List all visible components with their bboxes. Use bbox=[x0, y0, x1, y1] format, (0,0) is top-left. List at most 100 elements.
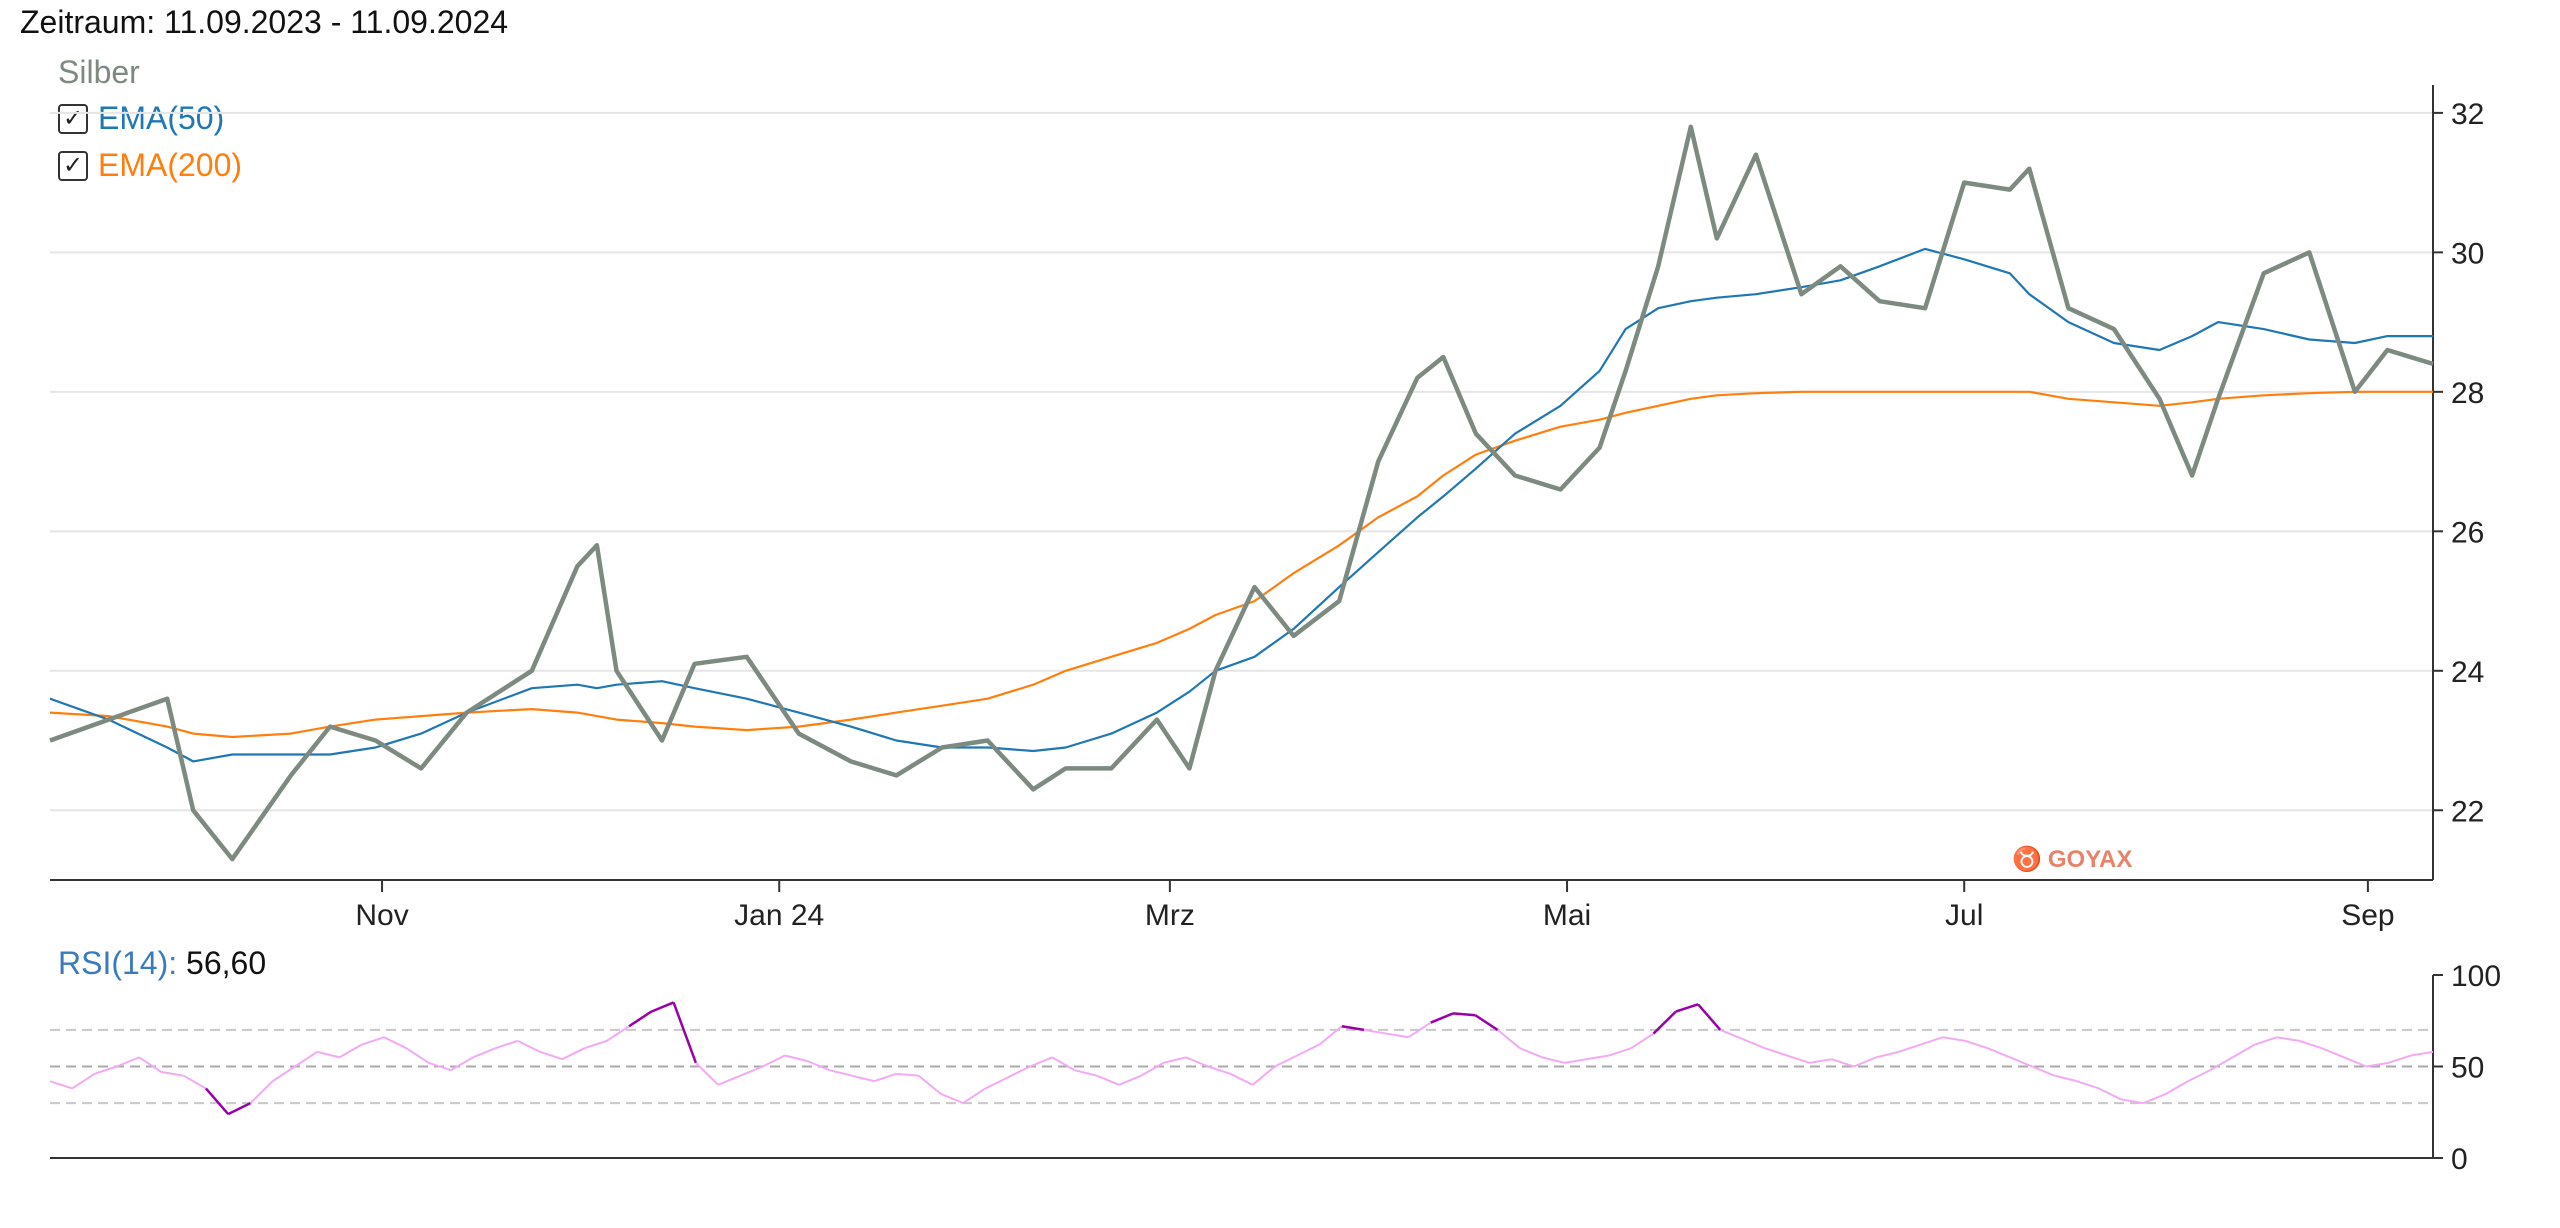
rsi-line-segment bbox=[628, 1010, 653, 1028]
rsi-line-segment bbox=[896, 1072, 919, 1077]
rsi-line-segment bbox=[1229, 1072, 1254, 1086]
rsi-line-segment bbox=[428, 1061, 452, 1072]
rsi-line-segment bbox=[2165, 1080, 2189, 1095]
rsi-line-segment bbox=[806, 1060, 830, 1072]
rsi-line-segment bbox=[1652, 1010, 1677, 1035]
rsi-line-segment bbox=[762, 1054, 786, 1068]
rsi-line-segment bbox=[1875, 1050, 1899, 1059]
rsi-line-segment bbox=[294, 1051, 318, 1068]
rsi-line-segment bbox=[829, 1069, 852, 1077]
rsi-label-row: RSI(14): 56,60 bbox=[58, 945, 266, 982]
rsi-line-segment bbox=[1096, 1074, 1120, 1086]
ema200-checkbox[interactable]: ✓ bbox=[58, 150, 88, 181]
x-tick-label: Jul bbox=[1945, 899, 1983, 932]
rsi-line-segment bbox=[227, 1101, 251, 1116]
rsi-line-segment bbox=[272, 1065, 296, 1082]
rsi-line-segment bbox=[1853, 1056, 1877, 1068]
rsi-line-segment bbox=[672, 1002, 698, 1064]
rsi-line-segment bbox=[1274, 1054, 1298, 1068]
rsi-line-segment bbox=[2098, 1087, 2122, 1101]
rsi-value: 56,60 bbox=[186, 945, 267, 981]
rsi-line-segment bbox=[1029, 1056, 1053, 1068]
rsi-line-segment bbox=[1764, 1047, 1788, 1057]
rsi-line-segment bbox=[2121, 1098, 2144, 1105]
rsi-line-segment bbox=[1163, 1056, 1187, 1064]
y-tick-label: 22 bbox=[2451, 795, 2484, 828]
rsi-line-segment bbox=[2031, 1065, 2055, 1077]
rsi-y-tick-label: 0 bbox=[2451, 1143, 2468, 1176]
rsi-line-segment bbox=[1608, 1047, 1632, 1057]
rsi-line-segment bbox=[138, 1056, 162, 1073]
y-tick-label: 32 bbox=[2451, 98, 2484, 131]
ema50-label: EMA(50) bbox=[98, 100, 225, 136]
page-title: Zeitraum: 11.09.2023 - 11.09.2024 bbox=[20, 4, 509, 40]
x-tick-label: Sep bbox=[2341, 899, 2394, 932]
rsi-line-segment bbox=[204, 1087, 230, 1115]
legend-item-ema200[interactable]: ✓ EMA(200) bbox=[58, 147, 242, 184]
rsi-line-segment bbox=[405, 1047, 430, 1064]
rsi-line-segment bbox=[317, 1050, 340, 1059]
rsi-line-segment bbox=[1185, 1056, 1209, 1068]
y-tick-label: 26 bbox=[2451, 516, 2484, 549]
rsi-y-tick-label: 50 bbox=[2451, 1052, 2484, 1085]
rsi-line-segment bbox=[1697, 1003, 1722, 1031]
rsi-line-segment bbox=[984, 1076, 1009, 1090]
ema200-line bbox=[49, 390, 2433, 739]
rsi-line-segment bbox=[383, 1036, 407, 1050]
rsi-line-segment bbox=[450, 1056, 474, 1072]
rsi-line-segment bbox=[1519, 1047, 1543, 1059]
rsi-line-segment bbox=[249, 1080, 274, 1104]
rsi-line-segment bbox=[940, 1093, 964, 1105]
price-line bbox=[49, 124, 2434, 862]
rsi-line-segment bbox=[1719, 1028, 1743, 1040]
rsi-line-segment bbox=[1207, 1065, 1231, 1075]
rsi-line-segment bbox=[1964, 1039, 1988, 1050]
rsi-line-segment bbox=[1898, 1043, 1922, 1053]
rsi-line-segment bbox=[962, 1087, 986, 1104]
rsi-line-segment bbox=[1318, 1025, 1343, 1046]
rsi-line-segment bbox=[2321, 1047, 2345, 1059]
rsi-line-segment bbox=[2143, 1093, 2167, 1105]
rsi-line-segment bbox=[1630, 1032, 1655, 1050]
rsi-line-segment bbox=[1675, 1003, 1699, 1013]
rsi-line-segment bbox=[851, 1074, 875, 1083]
rsi-line-segment bbox=[472, 1047, 496, 1059]
check-icon: ✓ bbox=[62, 104, 84, 132]
rsi-line-segment bbox=[1252, 1065, 1276, 1086]
rsi-line-segment bbox=[183, 1074, 207, 1090]
rsi-line-segment bbox=[1430, 1012, 1454, 1024]
legend-item-ema50[interactable]: ✓ EMA(50) bbox=[58, 100, 224, 137]
ema200-label: EMA(200) bbox=[98, 147, 243, 183]
ema50-checkbox[interactable]: ✓ bbox=[58, 103, 88, 134]
bull-icon: ♉ bbox=[2012, 846, 2042, 873]
rsi-line-segment bbox=[1296, 1043, 1320, 1057]
rsi-line-segment bbox=[1786, 1054, 1810, 1064]
rsi-line-segment bbox=[1341, 1025, 1365, 1032]
rsi-line-segment bbox=[1363, 1028, 1387, 1035]
rsi-name: RSI(14): bbox=[58, 945, 178, 981]
rsi-line-segment bbox=[917, 1074, 942, 1095]
rsi-line-segment bbox=[2076, 1080, 2100, 1090]
rsi-line-segment bbox=[539, 1050, 563, 1061]
rsi-line-segment bbox=[2343, 1056, 2367, 1068]
rsi-line-segment bbox=[1007, 1065, 1031, 1079]
check-icon: ✓ bbox=[62, 151, 84, 179]
rsi-line-segment bbox=[1564, 1058, 1587, 1064]
instrument-label: Silber bbox=[58, 54, 140, 90]
rsi-line-segment bbox=[1051, 1056, 1075, 1072]
rsi-line-segment bbox=[71, 1072, 96, 1090]
rsi-line-segment bbox=[1742, 1038, 1766, 1050]
rsi-line-segment bbox=[606, 1025, 630, 1042]
logo-text: GOYAX bbox=[2047, 845, 2133, 873]
rsi-line-segment bbox=[2009, 1056, 2033, 1068]
rsi-line-segment bbox=[361, 1036, 385, 1046]
rsi-line-segment bbox=[650, 1001, 675, 1013]
rsi-line-segment bbox=[1118, 1074, 1142, 1086]
rsi-line-segment bbox=[1942, 1036, 1966, 1042]
rsi-line-segment bbox=[717, 1074, 741, 1086]
rsi-line-segment bbox=[2388, 1054, 2412, 1064]
rsi-line-segment bbox=[94, 1065, 118, 1075]
rsi-line-segment bbox=[1496, 1029, 1521, 1049]
rsi-line-segment bbox=[161, 1071, 184, 1077]
